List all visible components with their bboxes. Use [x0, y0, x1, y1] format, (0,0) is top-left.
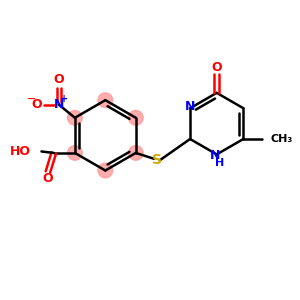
- Text: O: O: [43, 172, 53, 185]
- Text: O: O: [212, 61, 222, 74]
- Text: N: N: [185, 100, 195, 113]
- Circle shape: [98, 93, 113, 107]
- Text: N: N: [54, 98, 64, 111]
- Circle shape: [68, 146, 82, 160]
- Circle shape: [128, 110, 143, 125]
- Text: O: O: [53, 73, 64, 86]
- Text: HO: HO: [10, 145, 31, 158]
- Circle shape: [128, 146, 143, 160]
- Text: S: S: [152, 153, 162, 167]
- Circle shape: [68, 110, 82, 125]
- Text: H: H: [215, 158, 224, 168]
- Text: −: −: [27, 94, 36, 104]
- Text: CH₃: CH₃: [270, 134, 292, 144]
- Text: O: O: [32, 98, 42, 111]
- Text: N: N: [210, 149, 220, 162]
- Text: +: +: [60, 94, 68, 104]
- Circle shape: [98, 163, 113, 178]
